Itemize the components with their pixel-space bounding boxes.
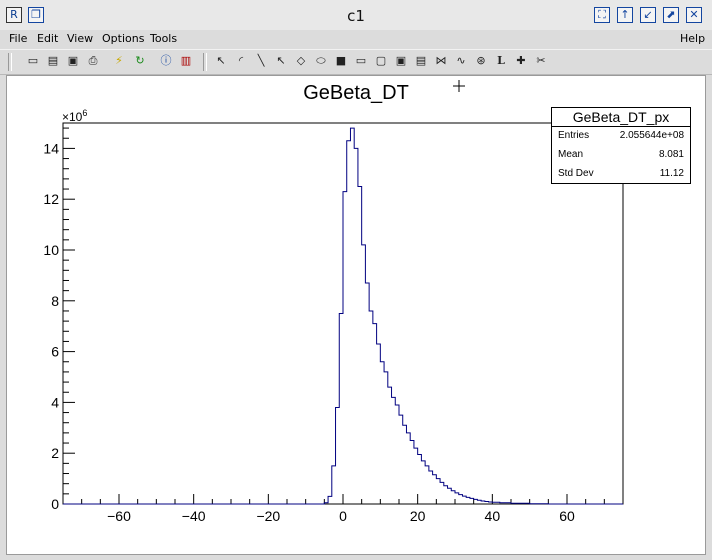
toolbar-grip — [8, 53, 12, 71]
x-tick-label: 0 — [339, 508, 347, 524]
x-tick-label: 40 — [485, 508, 501, 524]
arc-icon[interactable]: ◜ — [238, 54, 244, 67]
refresh-icon[interactable]: ↻ — [135, 54, 145, 67]
pavetext-icon[interactable]: ▣ — [395, 54, 407, 67]
crosshair-icon[interactable]: ✚ — [516, 54, 526, 67]
pointer-icon[interactable]: ↖ — [216, 54, 226, 67]
x-tick-label: 60 — [559, 508, 575, 524]
y-tick-label: 14 — [43, 140, 59, 156]
stats-mean-label: Mean — [558, 149, 584, 160]
diamond-icon[interactable]: ◇ — [296, 54, 306, 67]
toolbar: ▭ ▤ ▣ ⎙ ⚡ ↻ ⓘ ▥ ↖ ◜ ╲ ↖ ◇ ⬭ ■ ▭ ▢ ▣ ▤ ⋈ … — [0, 49, 712, 75]
browser-icon[interactable]: ▥ — [180, 54, 192, 67]
y-tick-label: 12 — [43, 191, 59, 207]
close-icon[interactable]: ✕ — [686, 7, 702, 23]
window-title: c1 — [347, 7, 365, 25]
y-tick-label: 10 — [43, 242, 59, 258]
ellipse-icon[interactable]: ⬭ — [316, 54, 326, 67]
histogram-line — [63, 127, 623, 505]
x-tick-label: −40 — [182, 508, 206, 524]
title-bar-right-controls: ⛶ ↑ ↙ ⬈ ✕ — [594, 7, 702, 23]
cursor-crosshair-icon — [453, 80, 465, 92]
maximize-icon[interactable]: ⬈ — [663, 7, 679, 23]
maximize-up-icon[interactable]: ↑ — [617, 7, 633, 23]
stats-title: GeBeta_DT_px — [552, 108, 690, 127]
y-tick-label: 4 — [51, 394, 59, 410]
menu-edit[interactable]: Edit — [37, 32, 59, 45]
menu-options[interactable]: Options — [102, 32, 145, 45]
arrow-icon[interactable]: ↖ — [276, 54, 286, 67]
pave-icon[interactable]: ▭ — [355, 54, 367, 67]
stats-stddev-label: Std Dev — [558, 168, 594, 179]
x-tick-label: −20 — [256, 508, 280, 524]
x-axis: −60 −40 −20 0 20 40 60 — [62, 494, 624, 524]
window-icon[interactable]: R — [6, 7, 22, 23]
pavelabel-icon[interactable]: ▢ — [375, 54, 387, 67]
stats-entries-label: Entries — [558, 130, 590, 141]
stats-stddev-value: 11.12 — [659, 168, 684, 179]
plot-title: GeBeta_DT — [303, 82, 409, 104]
line-icon[interactable]: ╲ — [257, 54, 265, 67]
stats-box[interactable]: GeBeta_DT_px Entries 2.055644e+08 Mean 8… — [551, 107, 691, 184]
x-tick-label: 20 — [410, 508, 426, 524]
interrupt-icon[interactable]: ⚡ — [115, 54, 123, 67]
fullscreen-icon[interactable]: ⛶ — [594, 7, 610, 23]
cut-icon[interactable]: ✂ — [536, 54, 546, 67]
menu-tools[interactable]: Tools — [150, 32, 178, 45]
stats-entries-value: 2.055644e+08 — [619, 130, 684, 141]
y-tick-label: 2 — [51, 445, 59, 461]
curly-icon[interactable]: ⊛ — [476, 54, 486, 67]
menu-help[interactable]: Help — [680, 32, 706, 45]
graph-icon[interactable]: ∿ — [456, 54, 466, 67]
stats-mean-value: 8.081 — [658, 149, 684, 160]
y-tick-label: 0 — [51, 496, 59, 512]
y-tick-label: 8 — [51, 293, 59, 309]
menu-bar: File Edit View Options Tools Help — [0, 30, 712, 48]
save-icon[interactable]: ▣ — [67, 54, 79, 67]
y-tick-label: 6 — [51, 344, 59, 360]
title-bar: R ❐ c1 ⛶ ↑ ↙ ⬈ ✕ — [0, 0, 712, 31]
latex-icon[interactable]: L — [497, 54, 505, 67]
menu-view[interactable]: View — [67, 32, 94, 45]
new-canvas-icon[interactable]: ▭ — [27, 54, 39, 67]
print-icon[interactable]: ⎙ — [88, 54, 98, 67]
x-tick-label: −60 — [107, 508, 131, 524]
restore-icon[interactable]: ❐ — [28, 7, 44, 23]
marker-icon[interactable]: ⋈ — [435, 54, 447, 67]
y-multiplier: ×106 — [62, 108, 87, 124]
open-icon[interactable]: ▤ — [47, 54, 59, 67]
pad-icon[interactable]: ■ — [335, 54, 347, 67]
y-axis: 0 2 4 6 8 10 12 14 — [43, 127, 75, 512]
toolbar-separator — [203, 53, 207, 71]
title-bar-left-controls: R ❐ — [6, 7, 44, 23]
pavestext-icon[interactable]: ▤ — [415, 54, 427, 67]
inspect-icon[interactable]: ⓘ — [160, 54, 172, 67]
shrink-icon[interactable]: ↙ — [640, 7, 656, 23]
menu-file[interactable]: File — [9, 32, 28, 45]
